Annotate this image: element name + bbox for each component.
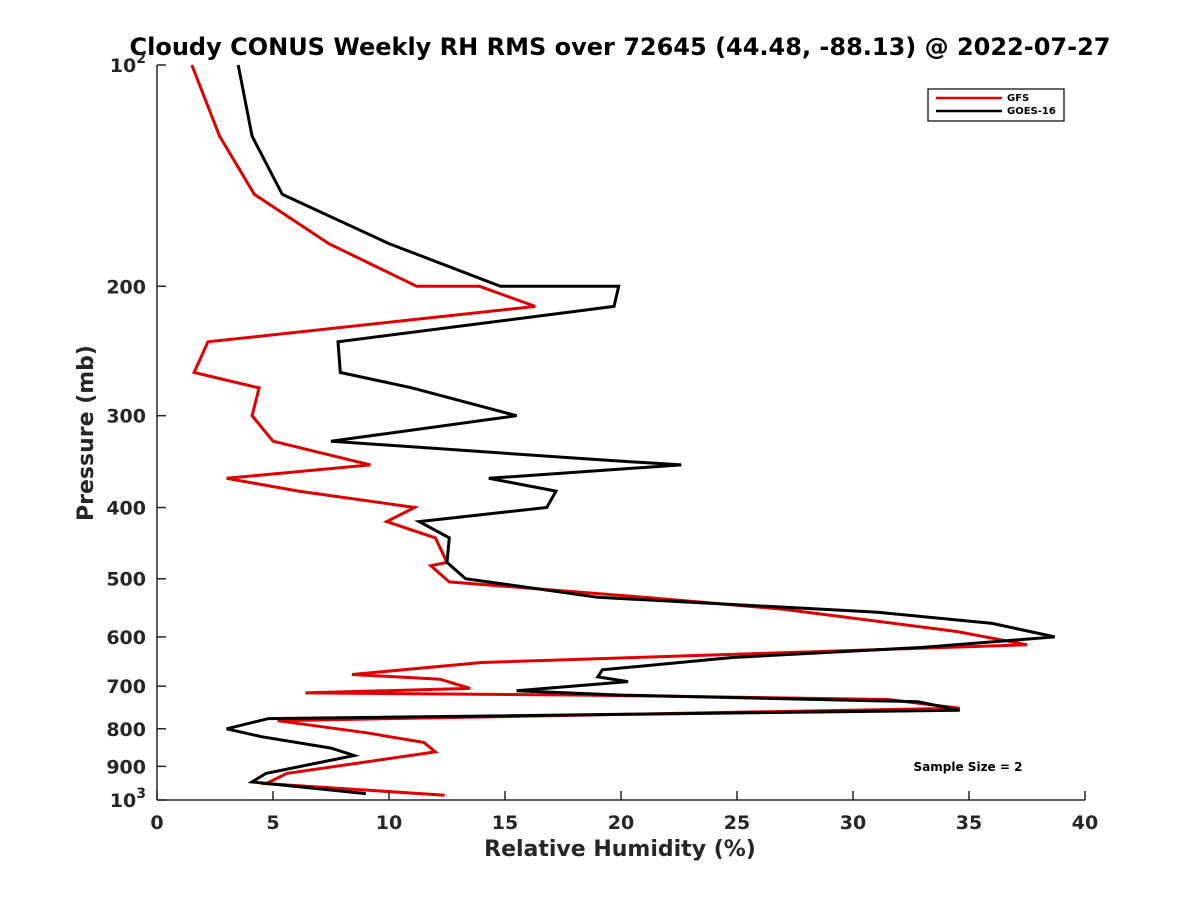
legend-label-gfs: GFS <box>1007 93 1029 104</box>
x-tick-label: 5 <box>266 812 279 834</box>
legend-box <box>927 88 1065 122</box>
series-layer <box>190 64 1056 797</box>
y-tick-label: 500 <box>106 569 146 591</box>
y-tick-label: 200 <box>106 276 146 298</box>
y-axis-label: Pressure (mb) <box>74 345 99 521</box>
x-tick-label: 0 <box>150 812 163 834</box>
y-tick-label: 700 <box>106 676 146 698</box>
x-tick-label: 15 <box>492 812 518 834</box>
y-tick-label: 102 <box>110 51 146 77</box>
plot-area: 0 5 10 15 20 25 30 35 40 102 200 300 400 500 600 700 80… <box>106 51 1098 834</box>
y-ticks: 102 200 300 400 500 600 700 800 900 103 <box>106 51 166 812</box>
x-ticks: 0 5 10 15 20 25 30 35 40 <box>150 791 1098 834</box>
sample-size-annotation: Sample Size = 2 <box>914 760 1023 774</box>
y-tick-label: 300 <box>106 406 146 428</box>
y-tick-label: 800 <box>106 719 146 741</box>
y-tick-label: 400 <box>106 498 146 520</box>
x-tick-label: 40 <box>1072 812 1098 834</box>
legend-label-goes16: GOES-16 <box>1007 106 1056 117</box>
x-axis-label: Relative Humidity (%) <box>484 837 756 862</box>
x-tick-label: 25 <box>724 812 750 834</box>
x-tick-label: 10 <box>376 812 402 834</box>
legend: GFS GOES-16 <box>927 88 1065 122</box>
y-tick-label: 103 <box>110 786 146 812</box>
chart-title: Cloudy CONUS Weekly RH RMS over 72645 (4… <box>130 33 1111 61</box>
series-line-goes16 <box>226 64 1056 796</box>
x-tick-label: 35 <box>956 812 982 834</box>
y-tick-label: 900 <box>106 756 146 778</box>
y-tick-label: 600 <box>106 627 146 649</box>
x-tick-label: 20 <box>608 812 634 834</box>
x-tick-label: 30 <box>840 812 866 834</box>
